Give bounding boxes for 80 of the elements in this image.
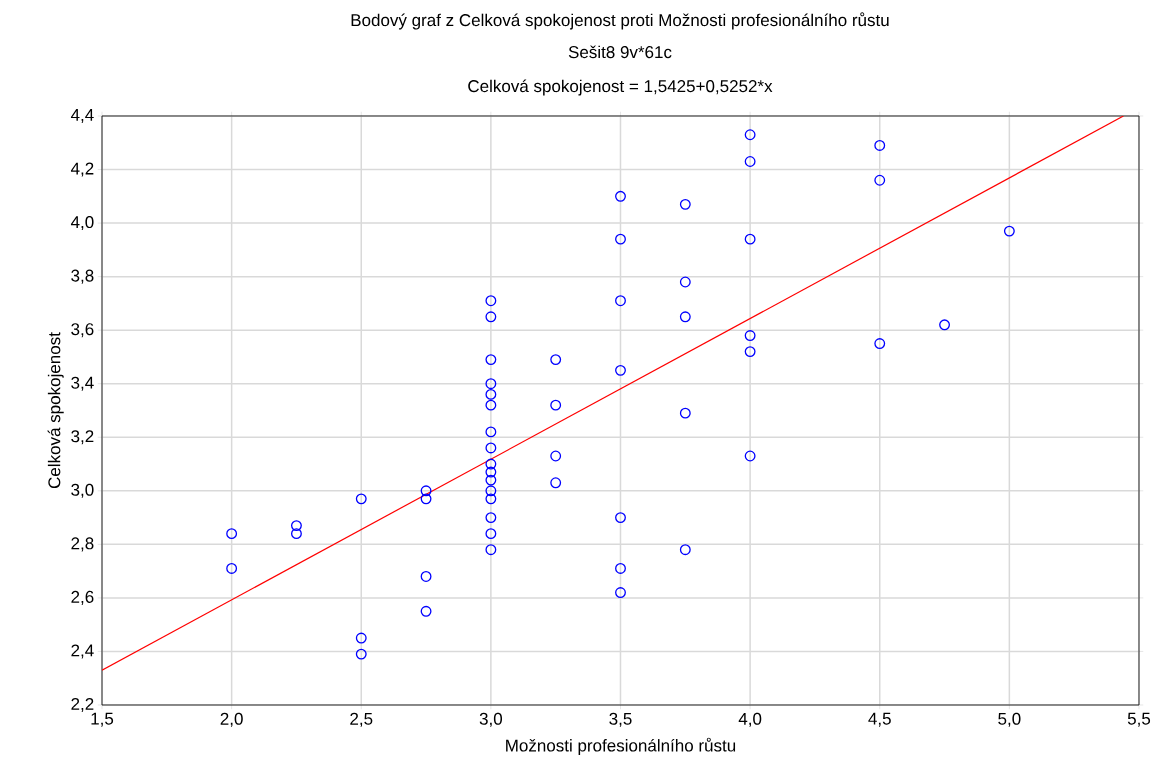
point: [679, 311, 691, 323]
y-tick-label: 4,2: [70, 162, 94, 177]
x-tick-label: 4,0: [738, 712, 762, 727]
point: [485, 512, 497, 524]
point: [485, 378, 497, 390]
point: [485, 485, 497, 497]
y-tick-label: 2,8: [71, 537, 94, 552]
chart-subtitle: Sešit8 9v*61c: [568, 45, 672, 59]
point: [1003, 225, 1015, 237]
point: [679, 276, 691, 288]
point: [485, 295, 497, 307]
x-tick-label: 2,0: [220, 712, 243, 727]
point: [550, 354, 562, 366]
y-tick-label: 2,4: [71, 644, 94, 659]
point: [485, 466, 497, 478]
y-tick-label: 3,8: [71, 269, 94, 284]
point: [420, 605, 432, 617]
point: [485, 544, 497, 556]
point: [679, 407, 691, 419]
point: [485, 426, 497, 438]
x-tick-label: 2,5: [350, 712, 373, 727]
point: [355, 632, 367, 644]
point: [550, 450, 562, 462]
point: [550, 477, 562, 489]
point: [420, 493, 432, 505]
point: [485, 528, 497, 540]
point: [290, 520, 302, 532]
chart-title: Bodový graf z Celková spokojenost proti Možnosti profesionálního růstu: [351, 12, 889, 30]
x-tick-label: 5,5: [1127, 712, 1151, 727]
y-tick-label: 3,4: [71, 376, 94, 391]
point: [615, 364, 626, 376]
point: [485, 354, 497, 366]
x-tick-label: 1,5: [91, 712, 114, 727]
point: [420, 571, 432, 582]
point: [939, 319, 950, 331]
point: [744, 330, 756, 341]
y-tick-label: 4,4: [70, 109, 94, 123]
x-tick-label: 3,5: [609, 712, 632, 727]
point: [485, 458, 497, 470]
point: [615, 295, 626, 307]
y-axis-title: Celková spokojenost: [47, 332, 64, 489]
y-tick-label: 3,0: [71, 483, 94, 498]
point: [744, 346, 756, 358]
point: [744, 450, 756, 462]
x-tick-label: 3,0: [479, 712, 503, 727]
x-axis-title: Možnosti profesionálního růstu: [506, 737, 736, 755]
y-tick-label: 2,2: [71, 697, 94, 713]
point: [679, 544, 691, 556]
y-tick-label: 4,0: [70, 216, 94, 231]
point: [485, 399, 497, 411]
point: [485, 493, 497, 505]
x-tick-label: 4,5: [868, 712, 891, 727]
text: Celková spokojenost = 1,5425+0,5252*x: [468, 79, 773, 96]
point: [485, 474, 497, 486]
point: [485, 442, 497, 454]
point: [226, 563, 238, 574]
point: [615, 563, 626, 574]
y-tick-label: 3,2: [71, 430, 94, 445]
y-tick-label: 2,6: [71, 590, 94, 605]
point: [226, 528, 238, 540]
point: [290, 528, 302, 540]
point: [355, 493, 367, 505]
point: [615, 233, 626, 245]
point: [420, 485, 432, 497]
point: [874, 139, 886, 151]
point: [744, 156, 756, 167]
point: [485, 311, 497, 323]
point: [744, 233, 756, 245]
point: [874, 174, 886, 186]
point: [874, 338, 886, 350]
point: [615, 512, 626, 524]
point: [679, 198, 691, 210]
y-tick-label: 3,6: [71, 323, 94, 338]
point: [615, 190, 626, 202]
point: [355, 648, 367, 660]
point: [744, 129, 756, 141]
point: [485, 388, 497, 400]
x-tick-label: 5,0: [998, 712, 1021, 727]
point: [550, 399, 562, 411]
point: [615, 587, 626, 598]
